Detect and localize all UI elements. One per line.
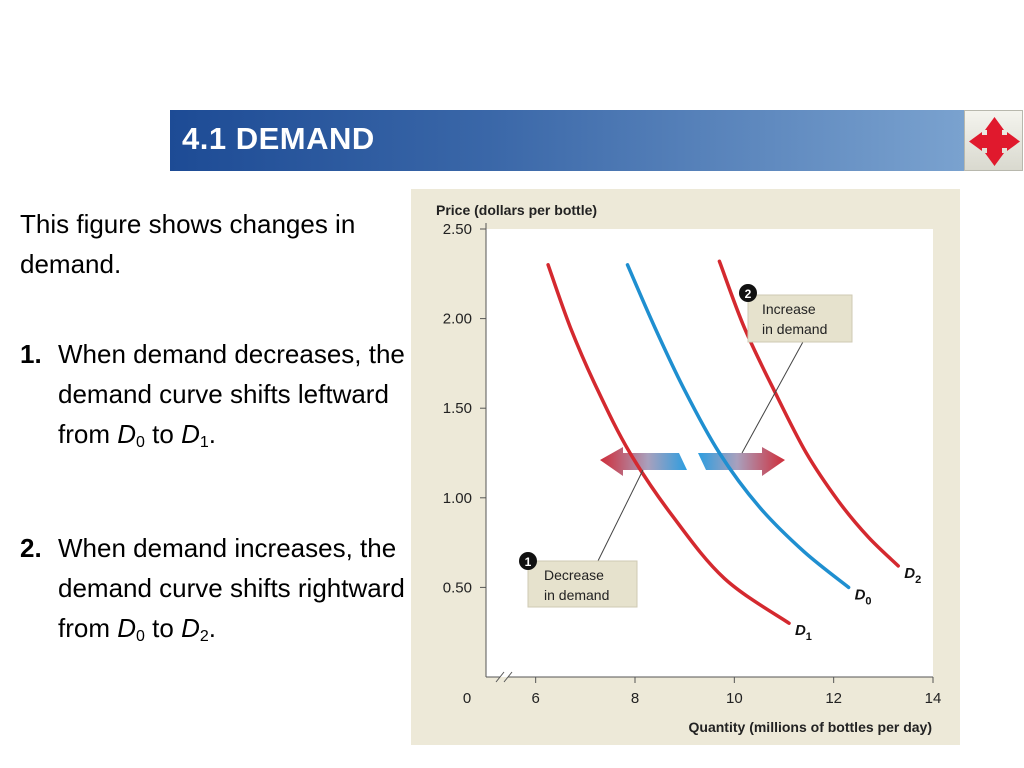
demand-curve-d0-label-subscript: 0 — [865, 595, 871, 607]
decrease-callout-box — [527, 560, 638, 608]
y-axis-title: Price (dollars per bottle) — [436, 202, 597, 218]
point-2-end: . — [208, 613, 216, 643]
point-2: 2. When demand increases, the demand cur… — [20, 528, 410, 657]
four-way-arrow-icon — [969, 117, 1020, 166]
intro-text: This figure shows changes in demand. — [20, 209, 356, 279]
demand-curve-d1 — [546, 263, 791, 625]
demand-curve-d2 — [717, 259, 900, 568]
point-1-number: 1. — [20, 339, 42, 369]
x-axis-title: Quantity (millions of bottles per day) — [689, 719, 932, 735]
y-tick-label: 2.00 — [443, 311, 472, 328]
point-1-to-subscript: 1 — [199, 434, 209, 451]
y-tick-label: 0.50 — [443, 579, 472, 596]
point-2-body: When demand increases, the demand curve … — [58, 533, 405, 643]
y-tick-label: 1.00 — [443, 490, 472, 507]
demand-curve-d0 — [625, 263, 851, 590]
origin-label: 0 — [463, 690, 471, 707]
increase-badge-number: 2 — [745, 287, 752, 301]
point-2-to-symbol: D — [181, 613, 200, 643]
navigation-button[interactable] — [964, 110, 1023, 171]
demand-chart-panel: 0.50 1.00 1.50 2.00 2.50 6 8 10 12 14 0 Price (doll… — [411, 189, 960, 745]
increase-callout-box — [747, 294, 853, 343]
point-1-text: When demand decreases, the demand curve … — [58, 334, 410, 463]
decrease-callout-line-1: Decrease — [544, 567, 604, 583]
point-1: 1. When demand decreases, the demand cur… — [20, 334, 410, 463]
demand-curve-d2-label-subscript: 2 — [915, 574, 921, 586]
point-1-to-word: to — [152, 419, 174, 449]
point-1-to-symbol: D — [181, 419, 200, 449]
x-tick-label: 14 — [925, 690, 942, 707]
point-2-to-subscript: 2 — [199, 628, 209, 645]
increase-callout-line-2: in demand — [762, 321, 827, 337]
increase-callout: Increase in demand 2 — [739, 284, 853, 343]
point-2-text: When demand increases, the demand curve … — [58, 528, 410, 657]
point-2-from-symbol: D — [117, 613, 137, 643]
increase-callout-line-1: Increase — [762, 301, 816, 317]
increase-pointer-line — [741, 339, 805, 454]
decrease-badge — [519, 552, 537, 570]
point-2-number: 2. — [20, 533, 42, 563]
point-2-from-subscript: 0 — [136, 628, 145, 645]
x-tick-label: 8 — [631, 690, 639, 707]
point-2-to-word: to — [152, 613, 174, 643]
y-tick-label: 2.50 — [443, 221, 472, 238]
decrease-badge-number: 1 — [525, 555, 532, 569]
title-bar: 4.1 DEMAND — [170, 110, 964, 171]
demand-curve-d1-label-subscript: 1 — [806, 631, 812, 643]
decrease-callout: Decrease in demand 1 — [519, 552, 638, 608]
y-tick-label: 1.50 — [443, 400, 472, 417]
axis-break-mark — [495, 671, 505, 683]
decrease-pointer-line — [594, 469, 644, 568]
point-1-from-subscript: 0 — [136, 434, 145, 451]
point-1-end: . — [208, 419, 216, 449]
axis-break-mark — [503, 671, 513, 683]
point-1-from-symbol: D — [117, 419, 137, 449]
point-1-body: When demand decreases, the demand curve … — [58, 339, 405, 449]
x-tick-label: 6 — [531, 690, 539, 707]
decrease-callout-line-2: in demand — [544, 587, 609, 603]
page-title: 4.1 DEMAND — [182, 121, 375, 156]
increase-badge — [739, 284, 757, 302]
x-tick-label: 10 — [726, 690, 743, 707]
x-tick-label: 12 — [825, 690, 842, 707]
decrease-arrow — [600, 447, 687, 476]
